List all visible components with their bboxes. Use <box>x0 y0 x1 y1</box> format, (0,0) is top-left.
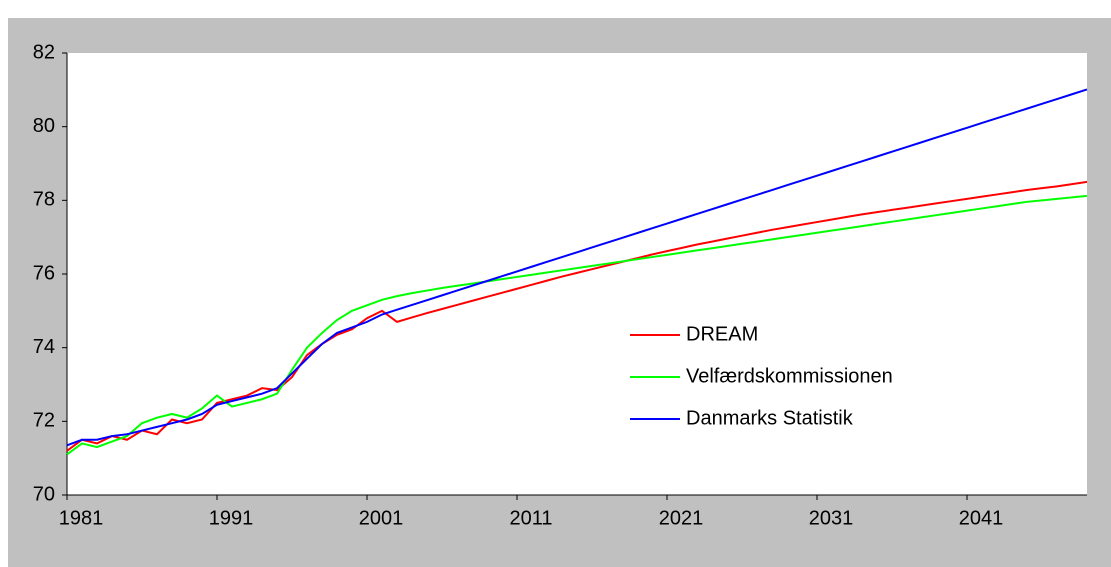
y-tick-label: 76 <box>33 262 55 284</box>
y-tick-label: 74 <box>33 336 55 358</box>
x-tick-label: 2041 <box>959 507 1004 529</box>
y-tick-label: 80 <box>33 115 55 137</box>
y-tick-label: 70 <box>33 483 55 505</box>
x-tick-label: 2001 <box>359 507 404 529</box>
x-tick-label: 1981 <box>59 507 104 529</box>
plot-area <box>67 53 1087 495</box>
legend-label: Velfærdskommissionen <box>686 365 893 387</box>
y-tick-label: 72 <box>33 410 55 432</box>
y-tick-label: 78 <box>33 189 55 211</box>
x-tick-label: 1991 <box>209 507 254 529</box>
series-line <box>66 88 1088 447</box>
y-tick-label: 82 <box>33 41 55 63</box>
series-line <box>66 194 1088 456</box>
x-tick-label: 2031 <box>809 507 854 529</box>
legend-label: DREAM <box>686 323 758 345</box>
series-line <box>66 180 1088 452</box>
x-tick-label: 2021 <box>659 507 704 529</box>
legend-label: Danmarks Statistik <box>686 407 854 429</box>
x-tick-label: 2011 <box>509 507 552 529</box>
